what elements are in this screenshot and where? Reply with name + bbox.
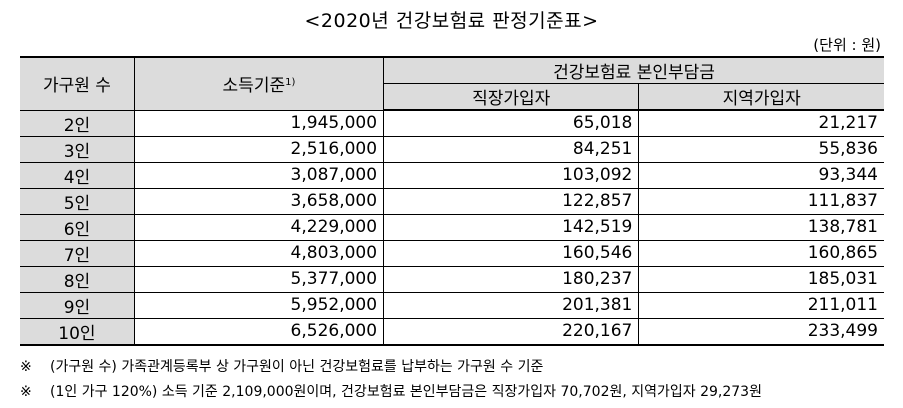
header-income: 소득기준1) — [133, 56, 385, 111]
header-workplace: 직장가입자 — [383, 83, 640, 111]
cell-regional: 138,781 — [638, 213, 884, 241]
cell-regional: 21,217 — [638, 109, 884, 137]
cell-income: 5,952,000 — [133, 291, 385, 319]
footnote-2: ※ (1인 가구 120%) 소득 기준 2,109,000원이며, 건강보험료 … — [20, 380, 890, 405]
cell-income: 1,945,000 — [133, 109, 385, 137]
header-income-label: 소득기준 — [222, 76, 286, 97]
cell-workplace: 84,251 — [383, 135, 640, 163]
cell-income: 3,087,000 — [133, 161, 385, 189]
note-mark: ※ — [20, 384, 32, 400]
footnote-1: ※ (가구원 수) 가족관계등록부 상 가구원이 아닌 건강보험료를 납부하는 가… — [20, 355, 890, 380]
cell-income: 4,803,000 — [133, 239, 385, 267]
header-regional: 지역가입자 — [638, 83, 884, 111]
table-row: 10인 6,526,000 220,167 233,499 — [20, 317, 884, 345]
table-row: 6인 4,229,000 142,519 138,781 — [20, 213, 884, 241]
cell-income: 5,377,000 — [133, 265, 385, 293]
cell-workplace: 220,167 — [383, 317, 640, 345]
note-text: (가구원 수) 가족관계등록부 상 가구원이 아닌 건강보험료를 납부하는 가구… — [50, 359, 544, 375]
table-row: 2인 1,945,000 65,018 21,217 — [20, 109, 884, 137]
cell-workplace: 201,381 — [383, 291, 640, 319]
table-row: 5인 3,658,000 122,857 111,837 — [20, 187, 884, 215]
cell-regional: 233,499 — [638, 317, 884, 345]
cell-income: 2,516,000 — [133, 135, 385, 163]
cell-household: 7인 — [20, 239, 135, 267]
cell-household: 3인 — [20, 135, 135, 163]
cell-regional: 111,837 — [638, 187, 884, 215]
cell-household: 2인 — [20, 109, 135, 137]
insurance-criteria-table: 가구원 수 소득기준1) 건강보험료 본인부담금 직장가입자 지역가입자 2인 1… — [20, 56, 884, 346]
cell-regional: 211,011 — [638, 291, 884, 319]
cell-income: 3,658,000 — [133, 187, 385, 215]
unit-label: (단위 : 원) — [813, 36, 881, 54]
header-household: 가구원 수 — [20, 56, 135, 111]
cell-workplace: 65,018 — [383, 109, 640, 137]
cell-workplace: 142,519 — [383, 213, 640, 241]
table-row: 7인 4,803,000 160,546 160,865 — [20, 239, 884, 267]
cell-household: 4인 — [20, 161, 135, 189]
cell-workplace: 122,857 — [383, 187, 640, 215]
header-income-footnote: 1) — [285, 77, 296, 89]
cell-household: 10인 — [20, 317, 135, 345]
footnotes: ※ (가구원 수) 가족관계등록부 상 가구원이 아닌 건강보험료를 납부하는 가… — [20, 355, 890, 405]
table-row: 4인 3,087,000 103,092 93,344 — [20, 161, 884, 189]
cell-workplace: 103,092 — [383, 161, 640, 189]
cell-income: 6,526,000 — [133, 317, 385, 345]
cell-household: 5인 — [20, 187, 135, 215]
page-title: <2020년 건강보험료 판정기준표> — [304, 10, 599, 32]
cell-workplace: 180,237 — [383, 265, 640, 293]
cell-household: 6인 — [20, 213, 135, 241]
table-row: 9인 5,952,000 201,381 211,011 — [20, 291, 884, 319]
note-mark: ※ — [20, 359, 32, 375]
cell-regional: 185,031 — [638, 265, 884, 293]
header-insurance: 건강보험료 본인부담금 — [383, 56, 884, 84]
cell-regional: 55,836 — [638, 135, 884, 163]
table-row: 8인 5,377,000 180,237 185,031 — [20, 265, 884, 293]
note-text: (1인 가구 120%) 소득 기준 2,109,000원이며, 건강보험료 본… — [50, 384, 762, 400]
cell-income: 4,229,000 — [133, 213, 385, 241]
cell-regional: 93,344 — [638, 161, 884, 189]
cell-household: 9인 — [20, 291, 135, 319]
cell-regional: 160,865 — [638, 239, 884, 267]
cell-household: 8인 — [20, 265, 135, 293]
table-row: 3인 2,516,000 84,251 55,836 — [20, 135, 884, 163]
cell-workplace: 160,546 — [383, 239, 640, 267]
